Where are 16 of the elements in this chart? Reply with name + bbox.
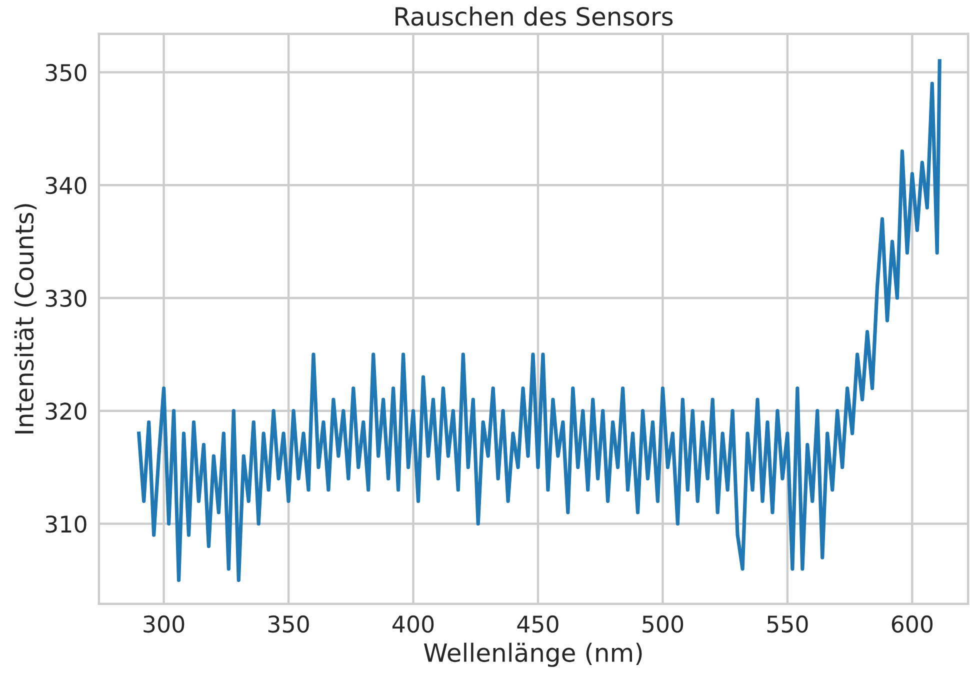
y-tick-label: 350 bbox=[46, 64, 86, 82]
x-axis-title: Wellenlänge (nm) bbox=[424, 642, 642, 667]
x-tick-label: 350 bbox=[268, 615, 309, 633]
y-axis-title: Intensität (Counts) bbox=[14, 204, 37, 434]
x-tick-label: 450 bbox=[517, 615, 558, 633]
y-tick-label: 320 bbox=[46, 402, 86, 420]
x-tick-label: 400 bbox=[392, 615, 434, 633]
x-tick-label: 550 bbox=[767, 615, 808, 633]
x-tick-label: 600 bbox=[892, 615, 933, 633]
y-tick-label: 340 bbox=[46, 176, 86, 194]
x-tick-label: 300 bbox=[144, 615, 184, 633]
x-tick-label: 500 bbox=[642, 615, 684, 633]
chart-title: Rauschen des Sensors bbox=[396, 6, 673, 26]
y-tick-label: 330 bbox=[46, 290, 86, 308]
line-series bbox=[137, 59, 942, 582]
y-tick-label: 310 bbox=[46, 515, 86, 533]
